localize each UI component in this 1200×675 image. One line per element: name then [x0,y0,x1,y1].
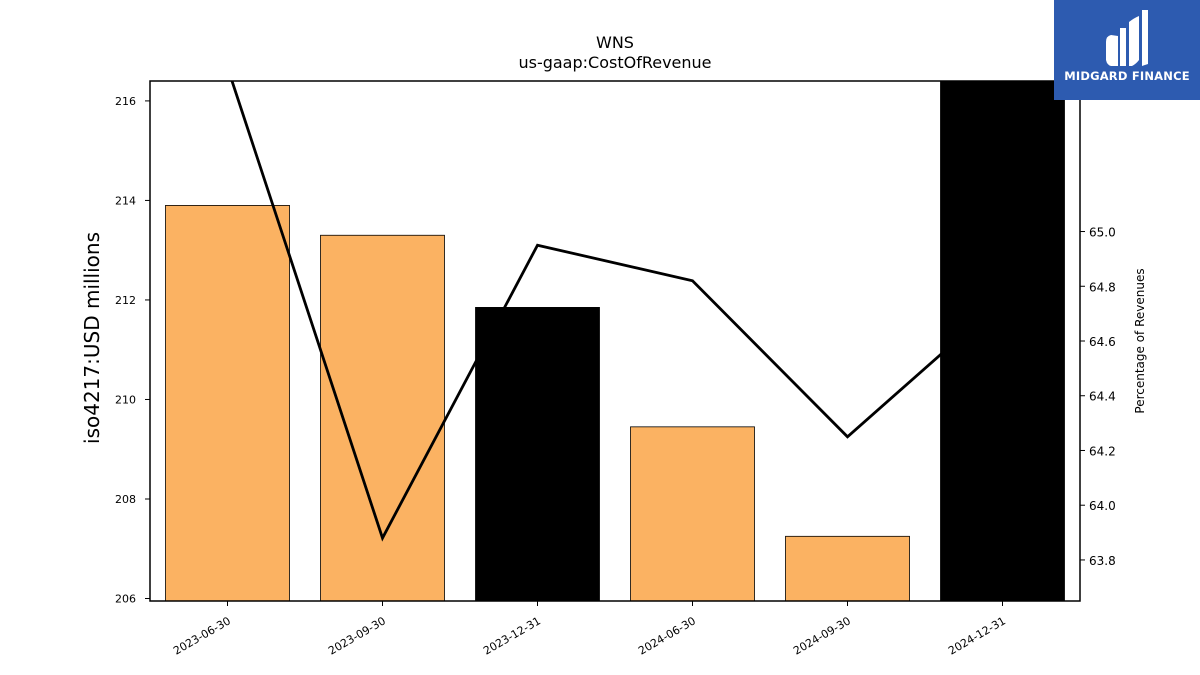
y2-tick-label: 64.2 [1089,444,1116,458]
midgard-finance-logo: MIDGARD FINANCE [1054,0,1200,100]
line-series [230,81,1004,542]
line-path [230,81,1004,542]
bar-2024-06-30 [630,426,755,601]
x-tick-label: 2023-06-30 [171,614,233,657]
y2-tick-label: 63.8 [1089,554,1116,568]
bar-series [165,81,1065,601]
y-axis-left: 206 208 210 212 214 216 [115,95,150,606]
y2-tick-label: 64.6 [1089,335,1116,349]
logo-text: MIDGARD FINANCE [1064,69,1190,83]
x-tick-label: 2024-09-30 [791,614,853,657]
bar-2023-12-31 [475,307,600,601]
y2-tick-label: 65.0 [1089,226,1116,240]
y-tick-label: 206 [115,593,136,606]
y-tick-label: 214 [115,194,136,207]
y-axis-right-label: Percentage of Revenues [1133,268,1147,413]
bar-2023-09-30 [320,234,445,601]
y2-tick-label: 64.4 [1089,390,1116,404]
y2-tick-label: 64.0 [1089,499,1116,513]
y-tick-label: 208 [115,493,136,506]
x-tick-label: 2023-12-31 [481,614,543,657]
bar-2024-09-30 [785,535,910,601]
x-axis: 2023-06-30 2023-09-30 2023-12-31 2024-06-30… [171,601,1008,658]
y-axis-left-label: iso4217:USD millions [80,232,104,444]
x-tick-label: 2024-12-31 [946,614,1008,657]
bar-2024-12-31 [940,81,1065,601]
y2-tick-label: 64.8 [1089,280,1116,294]
y-axis-right: 63.8 64.0 64.2 64.4 64.6 64.8 65.0 [1080,226,1116,568]
y-tick-label: 216 [115,95,136,108]
bar-2023-06-30 [165,205,290,601]
x-tick-label: 2024-06-30 [636,614,698,657]
y-tick-label: 210 [115,393,136,406]
y-tick-label: 212 [115,294,136,307]
chart-subtitle: us-gaap:CostOfRevenue [518,53,711,72]
x-tick-label: 2023-09-30 [326,614,388,657]
chart-title: WNS [596,33,634,52]
logo-mark-icon [1106,10,1148,66]
